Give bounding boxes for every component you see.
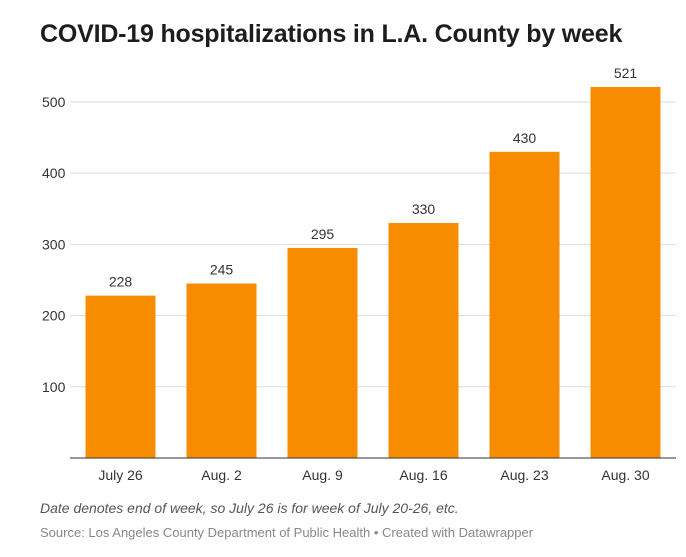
source-name: Los Angeles County Department of Public … xyxy=(88,525,371,540)
x-tick-label: Aug. 9 xyxy=(302,467,343,483)
bar xyxy=(85,295,156,458)
y-tick-labels: 100 200 300 400 500 xyxy=(42,94,66,395)
y-tick-label: 500 xyxy=(42,94,66,110)
source-separator: • xyxy=(370,525,383,540)
x-tick-labels: July 26 Aug. 2 Aug. 9 Aug. 16 Aug. 23 Aug. 30 xyxy=(98,467,650,483)
footnote: Date denotes end of week, so July 26 is … xyxy=(40,500,459,516)
bars xyxy=(85,87,661,458)
y-tick-label: 100 xyxy=(42,379,66,395)
source-label: Source: xyxy=(40,525,89,540)
chart-title: COVID-19 hospitalizations in L.A. County… xyxy=(40,20,623,48)
bar xyxy=(489,151,560,458)
data-label: 521 xyxy=(614,65,638,81)
y-tick-label: 200 xyxy=(42,308,66,324)
x-tick-label: Aug. 30 xyxy=(601,467,649,483)
y-tick-label: 400 xyxy=(42,165,66,181)
credit: Created with Datawrapper xyxy=(382,525,534,540)
bar xyxy=(186,283,257,458)
x-tick-label: Aug. 23 xyxy=(500,467,548,483)
data-label: 245 xyxy=(210,262,234,278)
y-tick-label: 300 xyxy=(42,236,66,252)
x-tick-label: July 26 xyxy=(98,467,143,483)
bar xyxy=(388,223,459,458)
bar xyxy=(287,247,358,458)
bar xyxy=(590,87,661,458)
data-labels: 228 245 295 330 430 521 xyxy=(109,65,638,290)
y-gridlines xyxy=(70,101,676,388)
data-label: 295 xyxy=(311,226,335,242)
data-label: 330 xyxy=(412,201,436,217)
x-tick-label: Aug. 16 xyxy=(399,467,447,483)
data-label: 430 xyxy=(513,130,537,146)
data-label: 228 xyxy=(109,274,133,290)
x-tick-label: Aug. 2 xyxy=(201,467,242,483)
source-line: Source: Los Angeles County Department of… xyxy=(40,525,533,540)
